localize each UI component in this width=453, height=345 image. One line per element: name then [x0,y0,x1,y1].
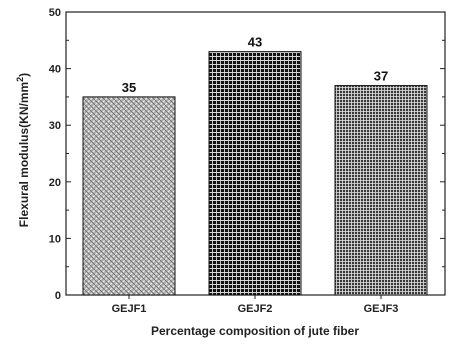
y-tick-label-40: 40 [49,64,61,76]
data-labels: 35 43 37 [122,35,388,95]
bar-gejf1 [82,96,176,296]
data-label-gejf3: 37 [374,69,388,84]
x-tick-label-gejf3: GEJF3 [364,303,399,315]
bar-gejf3 [334,85,428,296]
y-axis-title-main: Flexural modulus(KN/mm [17,82,31,227]
y-tick-label-20: 20 [49,177,61,189]
y-axis-title-superscript: 2 [15,77,25,82]
y-axis-title-close: ) [17,73,31,77]
x-tick-label-gejf2: GEJF2 [238,303,273,315]
x-axis-ticks: GEJF1 GEJF2 GEJF3 [112,295,399,315]
y-tick-label-10: 10 [49,233,61,245]
bars [82,51,428,296]
y-tick-label-0: 0 [55,290,61,302]
y-axis-ticks: 0 10 20 30 40 50 [49,7,445,302]
bar-gejf2 [208,51,302,296]
x-tick-label-gejf1: GEJF1 [112,303,147,315]
y-tick-label-30: 30 [49,120,61,132]
y-tick-label-50: 50 [49,7,61,19]
data-label-gejf2: 43 [248,35,262,50]
data-label-gejf1: 35 [122,80,136,95]
y-axis-title: Flexural modulus(KN/mm2) [15,73,31,227]
x-axis-title: Percentage composition of jute fiber [151,324,359,338]
